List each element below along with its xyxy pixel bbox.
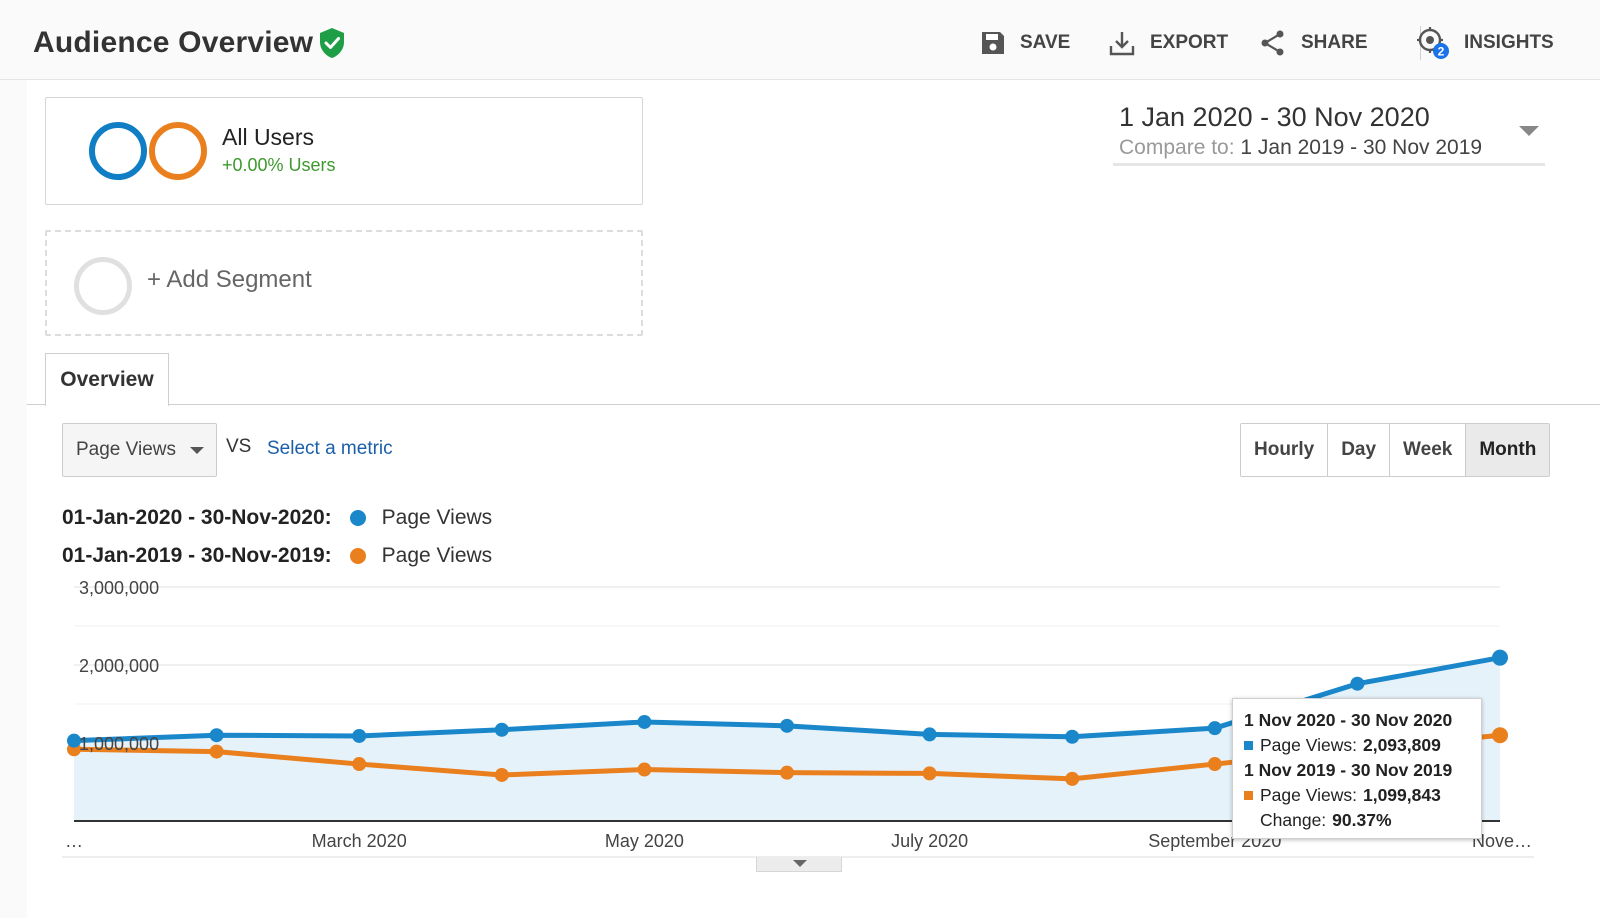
previous-series-point	[1065, 771, 1080, 786]
current-series-point	[67, 733, 81, 748]
tooltip-change-value: 90.37%	[1332, 810, 1392, 830]
tooltip-row-previous: Page Views: 1,099,843	[1244, 783, 1470, 808]
insights-button[interactable]: 2 INSIGHTS	[1416, 27, 1554, 59]
previous-series-point	[922, 766, 937, 781]
export-button[interactable]: EXPORT	[1108, 28, 1228, 58]
save-icon	[982, 32, 1004, 54]
period-toggle-group: Hourly Day Week Month	[1240, 423, 1551, 477]
x-tick-label: Nove…	[1472, 831, 1532, 851]
y-tick-label: 3,000,000	[79, 578, 159, 598]
share-label: SHARE	[1301, 32, 1368, 53]
tooltip-row-current: Page Views: 2,093,809	[1244, 733, 1470, 758]
date-range-compare: Compare to: 1 Jan 2019 - 30 Nov 2019	[1119, 136, 1482, 160]
insights-badge-count: 2	[1438, 45, 1445, 59]
report-content: All Users +0.00% Users + Add Segment 1 J…	[27, 80, 1600, 918]
tooltip-swatch-current	[1244, 741, 1253, 750]
tooltip-current-value: 2,093,809	[1362, 735, 1441, 755]
previous-series-point	[1492, 727, 1508, 744]
x-tick-label: May 2020	[605, 831, 684, 851]
previous-series-point	[637, 762, 652, 777]
current-series-point	[209, 728, 224, 743]
compare-value: 1 Jan 2019 - 30 Nov 2019	[1240, 136, 1483, 159]
insights-icon: 2	[1417, 27, 1449, 59]
segment-subtitle: +0.00% Users	[222, 155, 336, 175]
previous-series-point	[209, 744, 224, 759]
date-range-primary: 1 Jan 2020 - 30 Nov 2020	[1119, 102, 1430, 132]
current-series-point	[922, 727, 937, 742]
current-series-point	[1065, 729, 1080, 744]
current-series-point	[1350, 676, 1365, 691]
report-header: Audience Overview SAVE EXPORT SHARE	[0, 0, 1600, 80]
compare-label: Compare to:	[1119, 136, 1235, 159]
caret-down-icon	[190, 447, 204, 454]
save-label: SAVE	[1020, 32, 1071, 53]
previous-series-point	[352, 757, 367, 772]
y-tick-label: 2,000,000	[79, 656, 159, 676]
legend-dot-previous	[349, 548, 366, 564]
chart-tooltip: 1 Nov 2020 - 30 Nov 2020 Page Views: 2,0…	[1232, 698, 1482, 839]
page-views-line-chart[interactable]: 3,000,000 2,000,000 1,000,000 … March 2020 Ma…	[27, 80, 1600, 918]
legend-current: 01-Jan-2020 - 30-Nov-2020: Page Views	[62, 506, 492, 530]
tooltip-previous-label: Page Views:	[1260, 785, 1357, 805]
x-tick-label: …	[65, 831, 83, 851]
period-month-button[interactable]: Month	[1466, 424, 1550, 476]
previous-series-point	[494, 767, 509, 782]
tooltip-row-change: Change: 90.37%	[1244, 808, 1470, 833]
period-day-button[interactable]: Day	[1328, 424, 1391, 476]
add-segment-button[interactable]: + Add Segment	[45, 230, 643, 336]
period-hourly-button[interactable]: Hourly	[1241, 424, 1329, 476]
legend-range: 01-Jan-2019 - 30-Nov-2019:	[62, 544, 332, 567]
chart-collapse-toggle[interactable]	[756, 857, 842, 872]
chevron-down-icon	[1519, 126, 1539, 136]
legend-previous: 01-Jan-2019 - 30-Nov-2019: Page Views	[62, 544, 492, 568]
previous-series-point	[1207, 757, 1222, 772]
tooltip-swatch-previous	[1244, 791, 1253, 800]
current-series-point	[1492, 649, 1508, 666]
download-icon	[1109, 32, 1135, 56]
legend-series: Page Views	[381, 506, 493, 529]
vs-label: VS	[226, 436, 252, 457]
caret-down-icon	[793, 860, 807, 867]
current-series-area	[74, 657, 1500, 821]
tooltip-current-label: Page Views:	[1260, 735, 1357, 755]
shield-check-icon	[320, 28, 344, 58]
previous-series-point	[780, 765, 794, 780]
tab-overview[interactable]: Overview	[45, 353, 169, 406]
x-tick-label: July 2020	[891, 831, 968, 851]
share-icon	[1261, 30, 1284, 56]
save-button[interactable]: SAVE	[980, 28, 1070, 58]
legend-series: Page Views	[381, 544, 493, 567]
tooltip-previous-value: 1,099,843	[1362, 785, 1441, 805]
current-series-point	[1207, 721, 1222, 736]
share-button[interactable]: SHARE	[1259, 28, 1368, 58]
x-tick-label: March 2020	[312, 831, 407, 851]
period-week-button[interactable]: Week	[1390, 424, 1467, 476]
add-segment-label: + Add Segment	[147, 266, 312, 293]
legend-dot-current	[349, 510, 366, 526]
tab-divider	[27, 404, 1600, 405]
select-metric-link[interactable]: Select a metric	[267, 438, 393, 459]
metric-select[interactable]: Page Views	[62, 423, 217, 477]
current-series-point	[352, 728, 367, 743]
insights-label: INSIGHTS	[1464, 32, 1554, 53]
tooltip-change-label: Change:	[1260, 810, 1327, 830]
current-series-point	[780, 718, 794, 733]
segment-ring-previous-icon	[149, 122, 207, 180]
segment-ring-current-icon	[89, 122, 147, 180]
date-range-picker[interactable]: 1 Jan 2020 - 30 Nov 2020 Compare to: 1 J…	[1113, 98, 1545, 166]
export-label: EXPORT	[1150, 32, 1229, 53]
y-tick-label: 1,000,000	[79, 734, 159, 754]
tooltip-period-current: 1 Nov 2020 - 30 Nov 2020	[1244, 710, 1453, 730]
current-series-point	[637, 714, 652, 729]
segment-all-users[interactable]: All Users +0.00% Users	[45, 97, 643, 205]
tooltip-period-previous: 1 Nov 2019 - 30 Nov 2019	[1244, 760, 1453, 780]
metric-select-value: Page Views	[76, 439, 176, 460]
current-series-point	[494, 722, 509, 737]
empty-segment-ring-icon	[74, 257, 132, 315]
segment-name: All Users	[222, 124, 315, 150]
legend-range: 01-Jan-2020 - 30-Nov-2020:	[62, 506, 332, 529]
page-title: Audience Overview	[33, 26, 314, 59]
